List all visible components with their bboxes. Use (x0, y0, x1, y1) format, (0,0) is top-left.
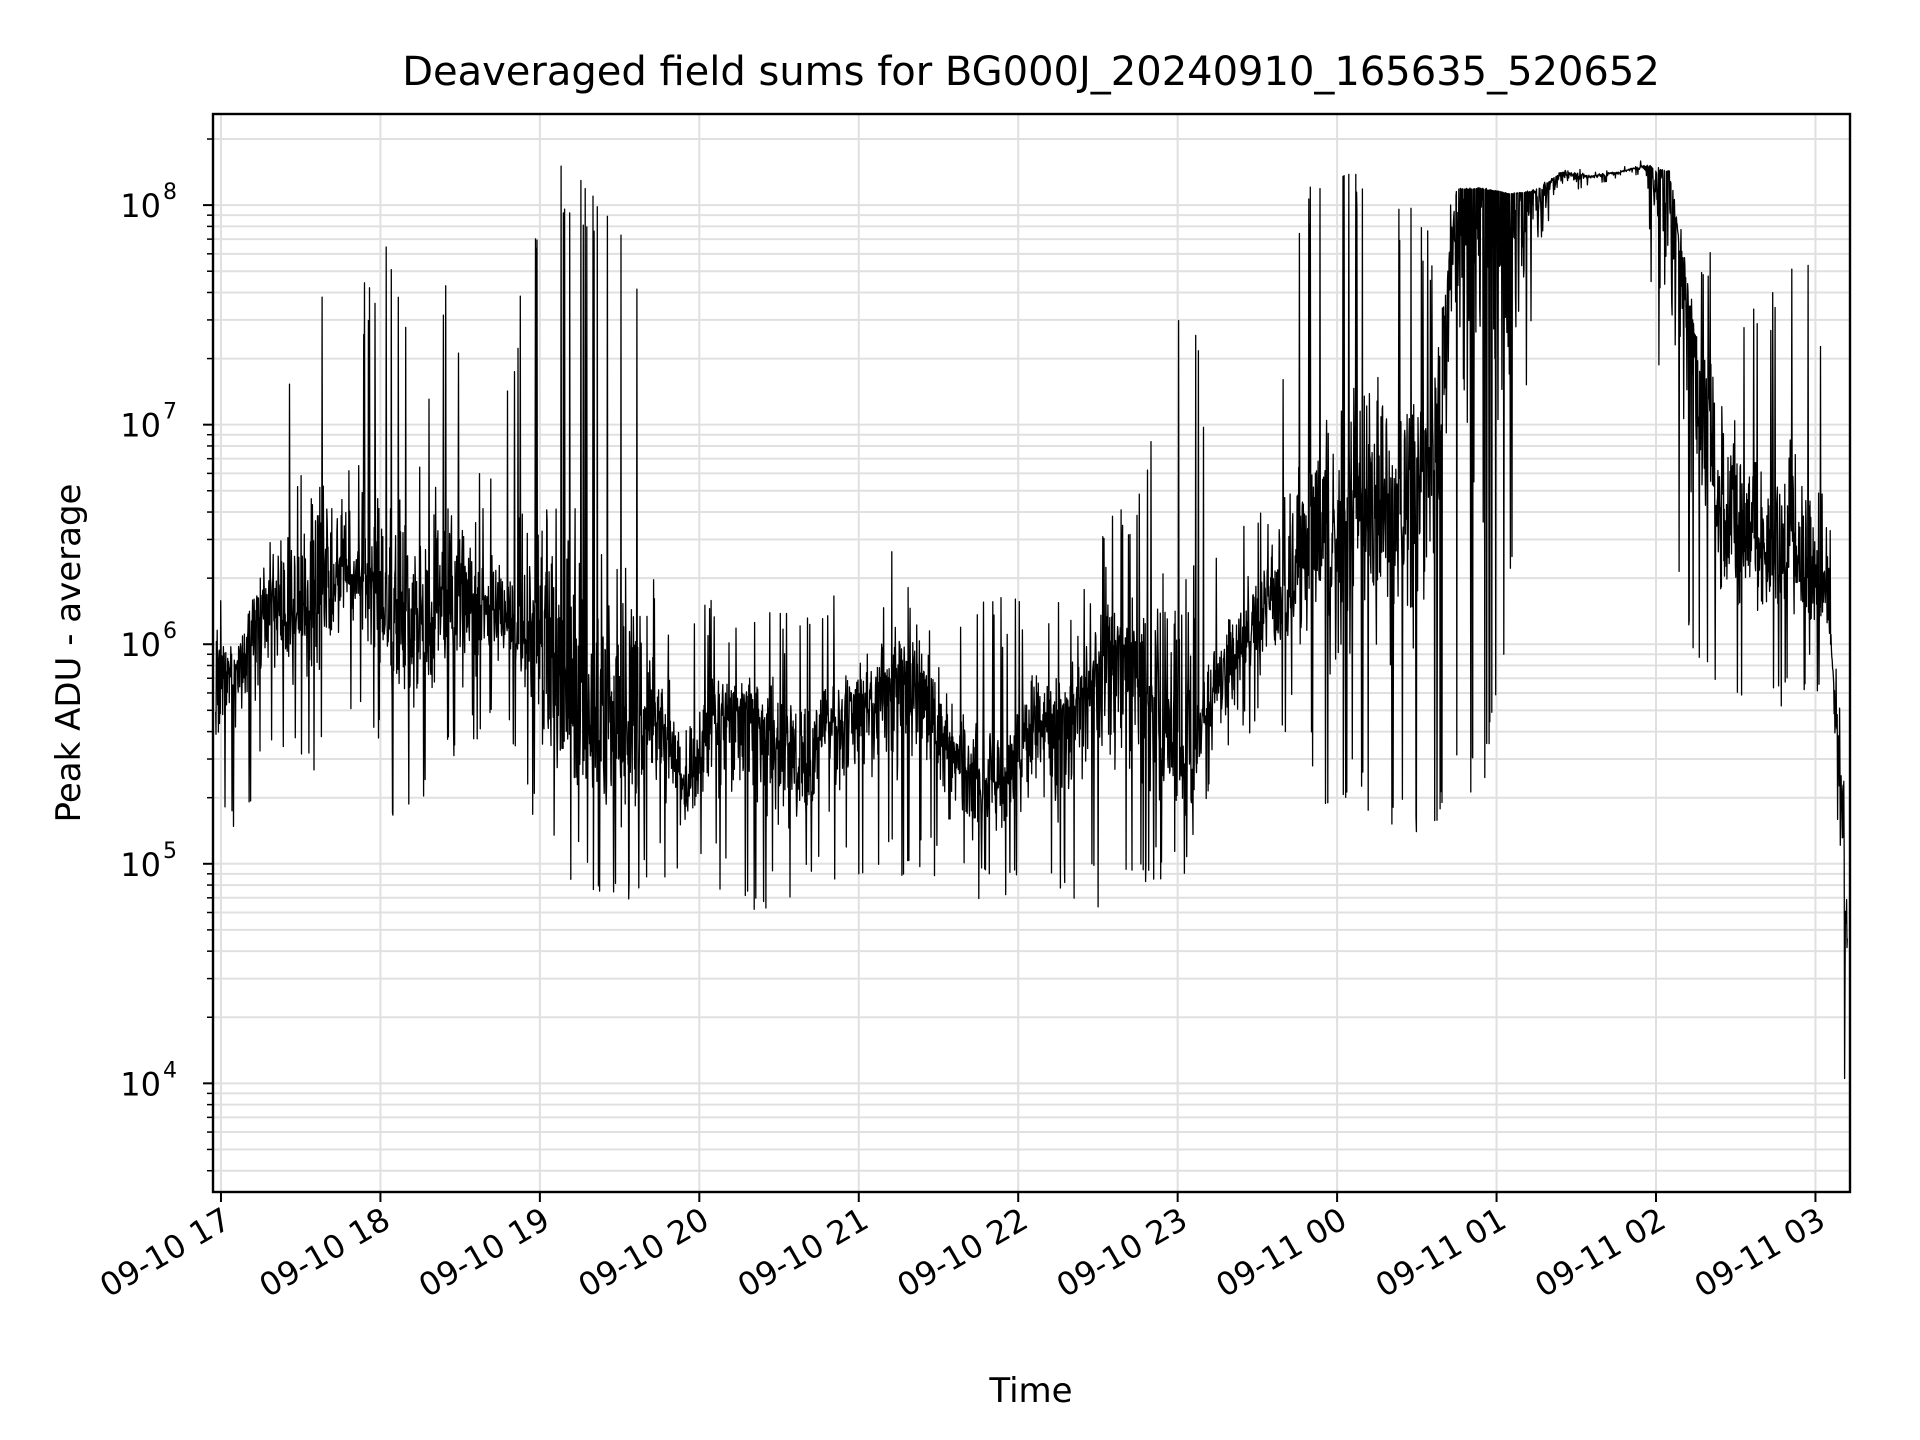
y-tick-exponent: 6 (163, 619, 177, 644)
grid (213, 114, 1850, 1192)
y-tick-label: 10 (120, 1065, 161, 1103)
chart-title: Deaveraged field sums for BG000J_2024091… (402, 49, 1660, 95)
series-path (215, 160, 1848, 1080)
y-tick-label: 10 (120, 407, 161, 445)
y-tick-exponent: 5 (163, 839, 177, 864)
y-tick-exponent: 4 (163, 1058, 177, 1083)
y-tick-label: 10 (120, 626, 161, 664)
series-line (215, 160, 1848, 1080)
y-axis-label: Peak ADU - average (49, 484, 89, 823)
y-tick-exponent: 8 (163, 180, 177, 205)
y-tick-label: 10 (120, 846, 161, 884)
y-tick-label: 10 (120, 187, 161, 225)
x-axis-label: Time (988, 1371, 1072, 1411)
y-tick-exponent: 7 (163, 400, 177, 425)
plot-frame (211, 112, 1852, 1194)
